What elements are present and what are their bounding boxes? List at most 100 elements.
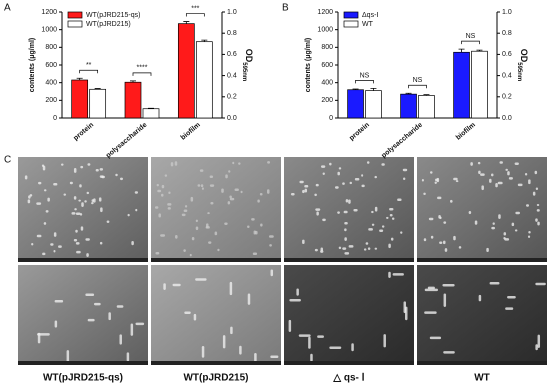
sem-texture: [98, 197, 102, 202]
significance-label: ***: [191, 5, 199, 12]
y2-tick-label: 0.2: [227, 94, 237, 101]
sem-texture: [28, 195, 31, 199]
sem-texture: [135, 322, 145, 326]
sem-texture: [181, 213, 186, 217]
significance-bracket: [461, 40, 480, 45]
sem-texture: [234, 188, 239, 192]
sem-texture: [497, 181, 503, 185]
sem-texture: [217, 248, 220, 252]
significance-label: NS: [360, 72, 370, 79]
legend-label: WT(pJRD215): [86, 21, 131, 28]
error-bar: [423, 94, 430, 96]
y-tick-label: 400: [45, 80, 57, 87]
sem-texture: [528, 231, 531, 234]
sem-texture: [508, 177, 513, 180]
y2-tick-label: 0.8: [502, 30, 512, 37]
sem-texture: [229, 197, 235, 201]
sem-texture: [53, 183, 58, 186]
sem-texture: [167, 203, 172, 206]
sem-texture: [69, 181, 73, 185]
sem-texture: [353, 208, 358, 212]
sem-texture: [450, 199, 453, 203]
error-bar: [370, 88, 377, 91]
sem-texture: [54, 320, 58, 328]
sem-texture: [247, 225, 250, 229]
panel-label: B: [282, 3, 289, 14]
sem-texture: [87, 163, 91, 166]
sem-texture: [478, 294, 482, 302]
sem-texture: [161, 184, 165, 189]
sem-texture: [430, 235, 434, 239]
sem-texture: [429, 171, 433, 174]
sem-scalebar: [18, 258, 148, 262]
sem-texture: [157, 189, 162, 193]
sem-texture: [453, 235, 456, 241]
sem-texture: [315, 208, 321, 211]
sem-texture: [361, 174, 364, 177]
sem-texture: [361, 184, 365, 188]
sem-texture: [229, 281, 233, 296]
sem-texture: [434, 181, 437, 184]
sem-texture: [537, 221, 540, 226]
sem-texture: [403, 177, 406, 181]
sem-texture: [76, 250, 81, 254]
sem-texture: [390, 237, 394, 241]
sem-texture: [314, 248, 318, 252]
sem-texture: [290, 193, 295, 196]
sem-texture: [288, 319, 292, 332]
sem-texture: [86, 253, 89, 257]
sem-texture: [289, 298, 301, 302]
sem-texture: [93, 302, 101, 306]
sem-texture: [93, 198, 96, 203]
sem-texture: [74, 208, 77, 211]
error-bar: [201, 39, 208, 42]
sem-texture: [80, 165, 84, 169]
sem-texture: [345, 199, 349, 203]
sem-texture: [400, 231, 403, 234]
sem-scalebar: [18, 361, 148, 365]
sem-texture: [302, 189, 305, 194]
y2-tick-label: 0.6: [502, 51, 512, 58]
significance-bracket: [79, 69, 99, 74]
sem-texture: [260, 223, 263, 227]
significance-bracket: [355, 80, 374, 84]
bar: [71, 79, 89, 119]
sem-texture: [58, 245, 62, 248]
y2-label-main: OD: [244, 49, 254, 63]
sem-texture: [492, 222, 495, 225]
sem-texture: [429, 336, 442, 340]
sem-texture: [254, 352, 257, 363]
sem-texture: [535, 282, 546, 286]
sem-texture: [214, 231, 218, 236]
sem-texture: [381, 225, 385, 228]
sem-texture: [322, 172, 325, 175]
y-tick-label: 400: [321, 80, 333, 87]
sem-texture: [99, 241, 103, 245]
sem-texture: [507, 296, 516, 299]
sem-texture: [437, 196, 442, 200]
sem-texture: [383, 334, 386, 348]
sem-texture: [119, 177, 123, 181]
sem-texture: [85, 238, 90, 241]
error-bar: [352, 88, 359, 90]
sem-texture: [200, 184, 204, 188]
sem-texture: [392, 273, 404, 276]
sem-texture: [381, 163, 385, 166]
sem-texture: [183, 249, 186, 252]
sem-scalebar: [417, 258, 547, 262]
sem-texture: [424, 311, 437, 314]
sem-texture: [115, 173, 118, 177]
sem-texture: [158, 213, 161, 218]
sem-texture: [329, 162, 332, 166]
sem-texture: [366, 161, 370, 164]
sem-texture: [36, 234, 42, 238]
sem-texture: [232, 161, 235, 165]
sem-texture: [421, 179, 424, 182]
error-bar: [405, 92, 412, 95]
sem-texture: [54, 300, 64, 303]
sem-texture: [53, 249, 56, 253]
bar: [365, 90, 382, 119]
image-caption: WT(pJRD215): [183, 373, 248, 384]
sem-texture: [537, 334, 541, 348]
sem-texture: [489, 282, 500, 285]
